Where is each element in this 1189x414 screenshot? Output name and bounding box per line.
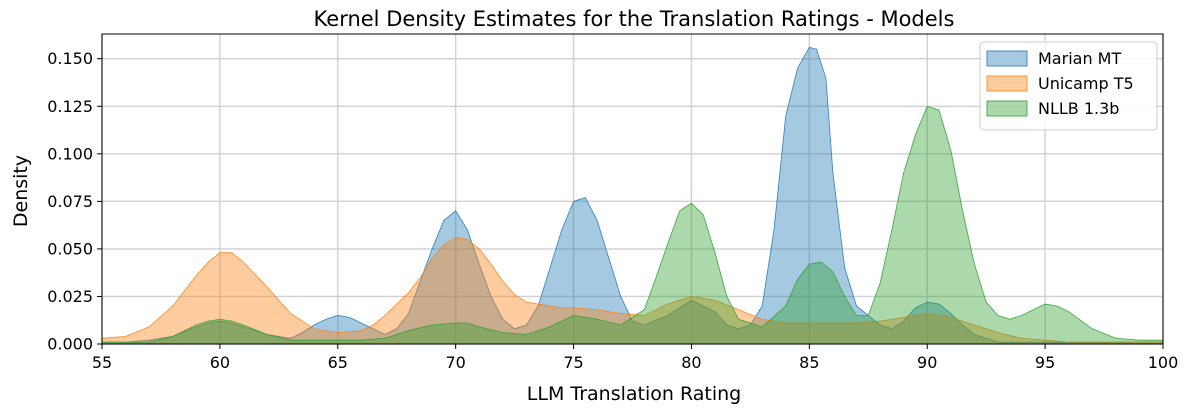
legend-swatch (986, 75, 1028, 92)
plot-frame (101, 33, 1164, 345)
x-tick-label: 100 (1148, 353, 1179, 372)
x-tick-label: 80 (681, 353, 701, 372)
density-area-series-1 (101, 46, 1164, 345)
legend: Marian MT Unicamp T5 NLLB 1.3b (979, 41, 1158, 131)
y-tick-label: 0.025 (47, 287, 93, 306)
x-tick-label: 95 (1035, 353, 1055, 372)
y-axis-ticks: 0.000 0.025 0.050 0.075 0.100 0.125 0.150 (47, 49, 102, 354)
legend-swatch (986, 50, 1028, 67)
x-tick-label: 90 (917, 353, 937, 372)
chart-title: Kernel Density Estimates for the Transla… (314, 7, 955, 31)
y-axis-label: Density (10, 155, 32, 227)
x-axis-label: LLM Translation Rating (527, 383, 741, 405)
legend-box (979, 41, 1158, 131)
x-tick-label: 75 (563, 353, 583, 372)
density-area-series-3 (101, 105, 1164, 345)
x-axis-ticks: 55 60 65 70 75 80 85 90 95 100 (92, 344, 1178, 372)
y-tick-label: 0.000 (47, 335, 93, 354)
x-tick-label: 70 (445, 353, 465, 372)
x-tick-label: 55 (92, 353, 112, 372)
x-tick-label: 60 (210, 353, 230, 372)
x-tick-label: 65 (328, 353, 348, 372)
legend-label: NLLB 1.3b (1038, 99, 1119, 118)
y-tick-label: 0.150 (47, 49, 93, 68)
legend-label: Marian MT (1038, 49, 1121, 68)
y-tick-label: 0.050 (47, 239, 93, 258)
density-area-series-2 (101, 237, 1164, 345)
y-tick-label: 0.125 (47, 97, 93, 116)
legend-label: Unicamp T5 (1038, 74, 1134, 93)
x-tick-label: 85 (799, 353, 819, 372)
y-tick-label: 0.100 (47, 144, 93, 163)
legend-swatch (986, 100, 1028, 117)
density-areas (101, 46, 1164, 345)
y-tick-label: 0.075 (47, 192, 93, 211)
